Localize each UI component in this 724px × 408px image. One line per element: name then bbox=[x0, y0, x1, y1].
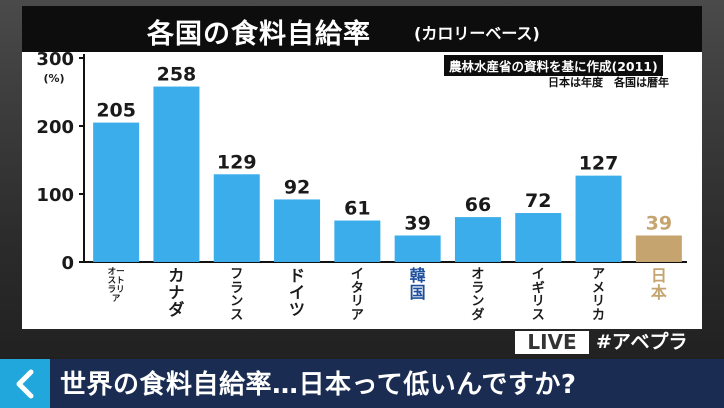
category-label: イタリア bbox=[350, 267, 364, 323]
category-label: フランス bbox=[230, 267, 244, 323]
value-label: 61 bbox=[344, 198, 370, 220]
bar bbox=[635, 235, 682, 262]
category-label: オーストラリア bbox=[107, 267, 125, 304]
note-label: 日本は年度 各国は暦年 bbox=[548, 76, 669, 89]
live-badge: LIVE bbox=[515, 331, 589, 354]
value-label: 72 bbox=[525, 190, 551, 212]
title-bar: 各国の食料自給率 (カロリーベース) bbox=[22, 6, 702, 52]
y-tick-label: 300 bbox=[36, 49, 74, 70]
bar bbox=[334, 220, 381, 262]
bar bbox=[515, 213, 562, 262]
source-label: 農林水産省の資料を基に作成(2011) bbox=[444, 55, 663, 76]
y-tick-label: 200 bbox=[36, 117, 74, 138]
bar bbox=[93, 122, 140, 262]
bar bbox=[274, 199, 321, 262]
caption-bar bbox=[0, 359, 724, 408]
category-label: カナダ bbox=[168, 266, 185, 319]
value-label: 258 bbox=[157, 64, 197, 86]
y-tick-label: 0 bbox=[61, 253, 74, 274]
chevron-left-icon bbox=[16, 369, 34, 399]
category-label: オランダ bbox=[471, 267, 485, 323]
value-label: 39 bbox=[404, 212, 430, 234]
bar bbox=[153, 86, 200, 262]
y-unit-label: (%) bbox=[43, 72, 64, 85]
category-label: 韓国 bbox=[409, 266, 426, 302]
chart-subtitle: (カロリーベース) bbox=[414, 24, 540, 43]
bar bbox=[213, 174, 260, 262]
y-tick-label: 100 bbox=[36, 185, 74, 206]
value-label: 66 bbox=[465, 194, 491, 216]
value-label: 39 bbox=[646, 212, 672, 234]
value-label: 129 bbox=[217, 151, 257, 173]
chart-title: 各国の食料自給率 bbox=[147, 19, 371, 50]
bar bbox=[394, 235, 441, 262]
value-label: 127 bbox=[579, 153, 619, 175]
category-label: アメリカ bbox=[592, 267, 606, 323]
bar bbox=[454, 217, 501, 262]
value-label: 92 bbox=[284, 176, 310, 198]
category-label: 日本 bbox=[650, 266, 667, 302]
back-button[interactable] bbox=[0, 359, 50, 408]
caption-text: 世界の食料自給率…日本って低いんですか? bbox=[60, 370, 577, 400]
hashtag-label: #アベプラ bbox=[596, 331, 688, 353]
bar bbox=[575, 175, 622, 262]
value-label: 205 bbox=[96, 100, 136, 122]
category-label: ドイツ bbox=[289, 266, 306, 319]
category-label: イギリス bbox=[531, 267, 545, 323]
